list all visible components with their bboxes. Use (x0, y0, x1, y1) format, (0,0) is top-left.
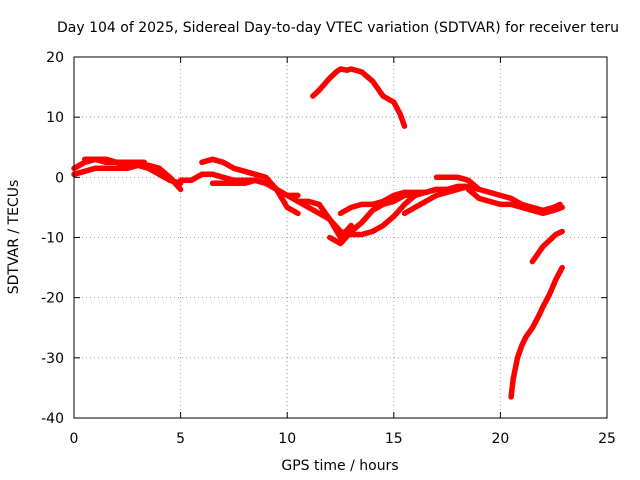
series-arc-11 (401, 183, 482, 217)
series-arc-14 (310, 66, 408, 129)
y-tick-label: 0 (55, 170, 64, 186)
x-tick-label: 15 (385, 431, 403, 447)
x-tick-label: 20 (491, 431, 509, 447)
y-tick-label: -30 (41, 351, 64, 367)
series-arc-15 (529, 228, 565, 265)
series-arc-12 (433, 174, 563, 214)
x-axis-label: GPS time / hours (281, 458, 398, 474)
series-arc-10 (327, 183, 482, 247)
y-tick-label: -10 (41, 231, 64, 247)
x-tick-label: 25 (598, 431, 616, 447)
axis-ticks: 0 5 10 15 20 25 -40 -30 -20 -10 0 10 20 (41, 50, 616, 447)
series-arc-5 (199, 156, 301, 217)
data-series (71, 66, 565, 400)
y-axis-label: SDTVAR / TECUs (6, 180, 22, 295)
series-arc-13 (465, 186, 565, 217)
series-arc-16 (508, 264, 565, 400)
y-tick-label: -40 (41, 411, 64, 427)
x-tick-label: 10 (278, 431, 296, 447)
chart-title: Day 104 of 2025, Sidereal Day-to-day VTE… (57, 20, 619, 36)
series-arc-6 (209, 177, 280, 193)
y-tick-label: 20 (46, 50, 64, 66)
y-tick-label: 10 (46, 110, 64, 126)
x-tick-label: 0 (70, 431, 79, 447)
y-tick-label: -20 (41, 291, 64, 307)
series-arc-7 (273, 186, 354, 241)
series-arc-2 (71, 162, 184, 193)
series-arc-8 (295, 192, 418, 238)
x-tick-label: 5 (176, 431, 185, 447)
series-arc-3 (81, 156, 148, 166)
